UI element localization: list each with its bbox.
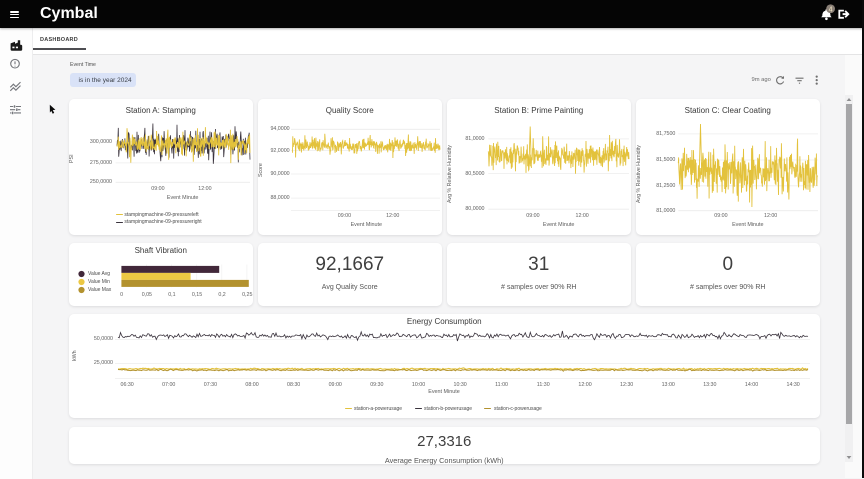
svg-text:4: 4 xyxy=(829,6,833,13)
